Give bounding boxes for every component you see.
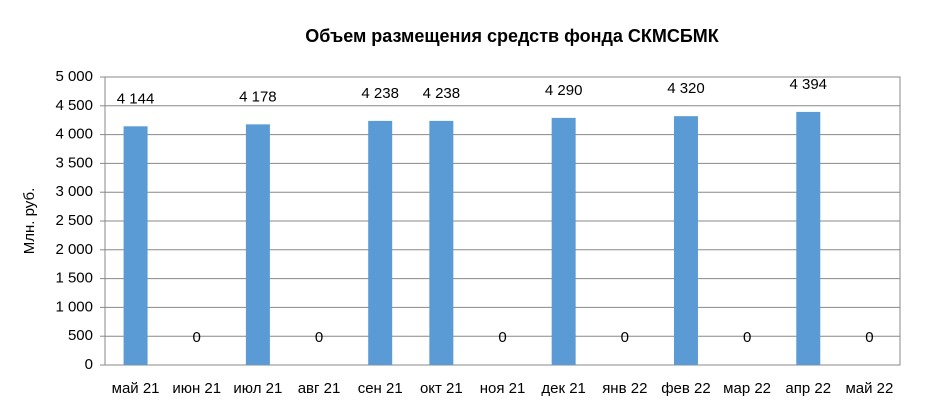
bar	[368, 120, 393, 365]
x-tick-label: мар 22	[723, 380, 771, 397]
y-tick-label: 3 000	[55, 183, 93, 200]
value-label: 4 144	[117, 90, 155, 107]
value-label: 0	[193, 329, 201, 346]
y-tick-label: 3 500	[55, 154, 93, 171]
y-tick-label: 500	[68, 327, 93, 344]
x-tick-label: окт 21	[420, 380, 463, 397]
x-tick-label: ноя 21	[480, 380, 526, 397]
value-label: 4 238	[361, 85, 399, 102]
y-axis-label: Млн. руб.	[21, 188, 38, 254]
x-tick-label: фев 22	[661, 380, 711, 397]
chart-title: Объем размещения средств фонда СКМСБМК	[305, 26, 720, 46]
y-tick-label: 2 500	[55, 212, 93, 229]
y-tick-label: 1 500	[55, 270, 93, 287]
x-tick-label: май 22	[845, 380, 893, 397]
value-label: 4 320	[667, 80, 705, 97]
bar	[551, 117, 576, 366]
x-tick-label: апр 22	[785, 380, 831, 397]
bar	[429, 120, 454, 365]
y-tick-label: 4 500	[55, 97, 93, 114]
x-tick-label: янв 22	[602, 380, 647, 397]
bar	[245, 124, 270, 365]
x-tick-label: июл 21	[233, 380, 282, 397]
x-tick-label: авг 21	[298, 380, 341, 397]
value-label: 4 394	[789, 76, 827, 93]
value-label: 4 178	[239, 88, 277, 105]
x-tick-label: май 21	[112, 380, 160, 397]
bar	[796, 111, 821, 365]
value-label: 0	[865, 329, 873, 346]
value-label: 0	[743, 329, 751, 346]
value-label: 0	[498, 329, 506, 346]
x-tick-label: дек 21	[541, 380, 586, 397]
bar	[673, 116, 698, 365]
value-label: 4 290	[545, 82, 583, 99]
value-label: 4 238	[423, 85, 461, 102]
y-tick-label: 0	[85, 356, 93, 373]
y-tick-label: 1 000	[55, 298, 93, 315]
bar	[123, 126, 148, 365]
x-tick-label: июн 21	[172, 380, 221, 397]
value-label: 0	[621, 329, 629, 346]
value-label: 0	[315, 329, 323, 346]
x-tick-label: сен 21	[358, 380, 403, 397]
y-tick-label: 2 000	[55, 241, 93, 258]
y-tick-label: 4 000	[55, 126, 93, 143]
y-tick-label: 5 000	[55, 68, 93, 85]
